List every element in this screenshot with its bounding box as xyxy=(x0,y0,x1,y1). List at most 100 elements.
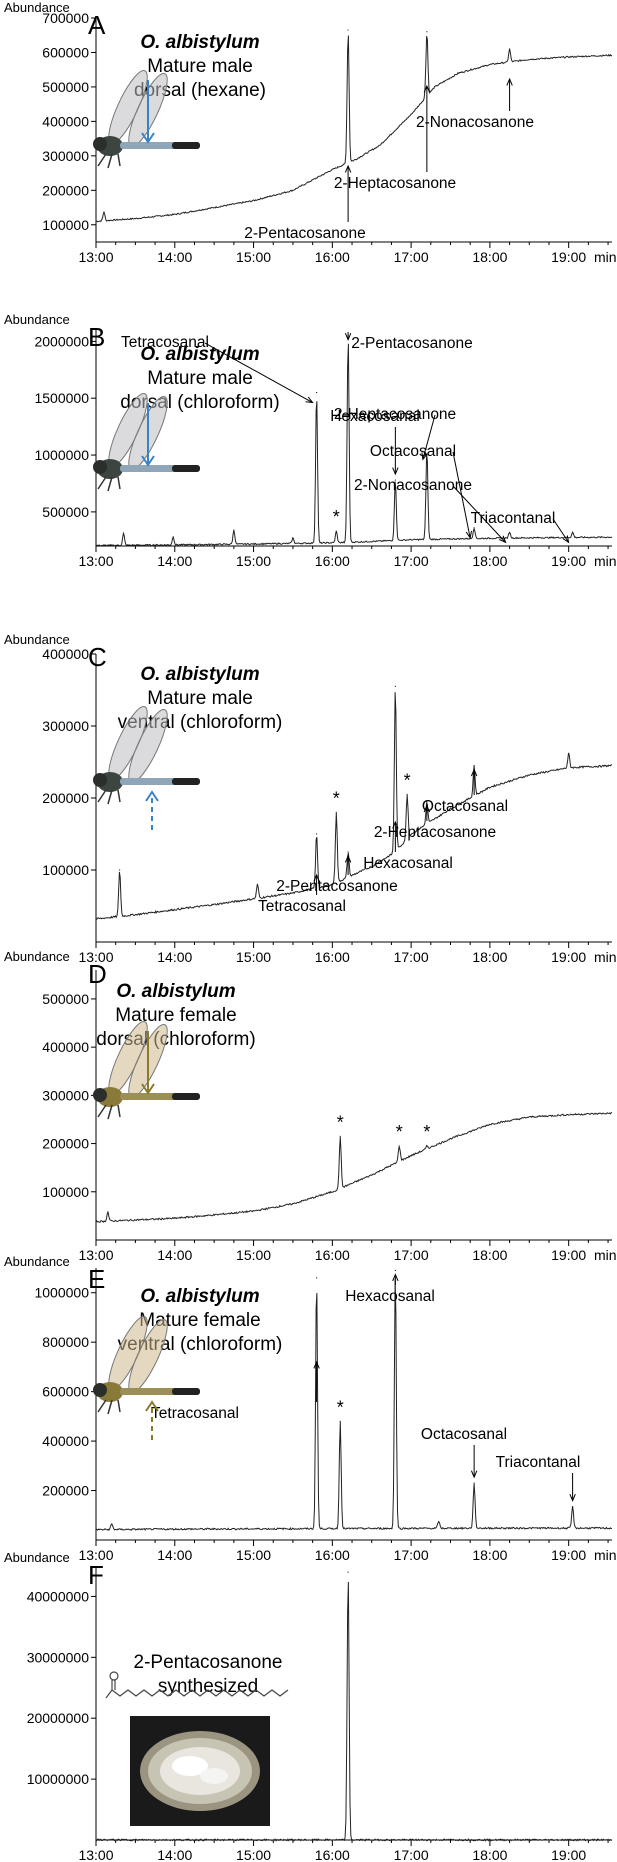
unknown-peak-marker: * xyxy=(337,1397,344,1417)
annotation-arrow xyxy=(552,518,570,543)
x-tick-label: 13:00 xyxy=(78,1547,113,1563)
x-axis-unit: min xyxy=(594,553,617,569)
annotation-arrowhead xyxy=(498,535,507,544)
annotation-arrowhead xyxy=(392,467,399,476)
panel-label: B xyxy=(88,322,105,352)
peak-mark xyxy=(473,1482,475,1484)
x-tick-label: 17:00 xyxy=(394,249,429,265)
peak-mark xyxy=(339,1420,341,1422)
peak-mark xyxy=(473,527,475,529)
panel-label: D xyxy=(88,959,107,989)
y-tick-label: 200000 xyxy=(42,1136,89,1152)
x-tick-label: 13:00 xyxy=(78,1247,113,1263)
panel-label: C xyxy=(88,642,107,672)
x-tick-label: 19:00 xyxy=(551,249,586,265)
unknown-peak-marker: * xyxy=(333,788,340,808)
y-tick-label: 400000 xyxy=(42,646,89,662)
species-name: O. albistylum xyxy=(140,1286,259,1307)
peak-mark xyxy=(508,48,511,50)
peak-mark xyxy=(103,211,105,213)
x-tick-label: 14:00 xyxy=(157,1847,192,1862)
peak-mark xyxy=(426,1145,428,1147)
peak-mark xyxy=(398,1145,400,1147)
peak-mark xyxy=(394,1269,396,1272)
y-axis-label: Abundance xyxy=(4,0,70,15)
unknown-peak-marker: * xyxy=(423,1122,430,1142)
dragonfly-photo-icon xyxy=(93,1316,200,1440)
peak-mark xyxy=(568,752,570,754)
peak-mark xyxy=(572,1506,574,1508)
x-tick-label: 19:00 xyxy=(551,1247,586,1263)
y-tick-label: 300000 xyxy=(42,148,89,164)
y-tick-label: 400000 xyxy=(42,1433,89,1449)
chart-panel-E: Abundance 200000 400000 600000 800000 1000000… xyxy=(4,1254,617,1563)
x-tick-label: 16:00 xyxy=(315,553,350,569)
x-axis-unit: min xyxy=(594,1547,617,1563)
peak-annotation: Triacontanal xyxy=(496,1454,581,1471)
sample-description: Mature male xyxy=(147,56,253,77)
y-tick-label: 100000 xyxy=(42,1184,89,1200)
annotation-arrow xyxy=(204,342,313,403)
peak-annotation: Hexacosanal xyxy=(363,855,453,872)
chromatogram-trace xyxy=(95,692,612,920)
peak-mark xyxy=(315,833,318,835)
species-name: O. albistylum xyxy=(116,981,235,1002)
peak-annotation: Tetracosanal xyxy=(258,898,346,915)
annotation-arrowhead xyxy=(470,1470,478,1479)
annotation-arrowhead xyxy=(423,804,431,813)
x-tick-label: 19:00 xyxy=(551,1547,586,1563)
peak-annotation: 2-Nonacosanone xyxy=(354,477,472,494)
y-tick-label: 1500000 xyxy=(34,390,89,406)
peak-mark xyxy=(315,1277,318,1279)
y-tick-label: 30000000 xyxy=(27,1649,90,1665)
y-tick-label: 1000000 xyxy=(34,1285,89,1301)
x-tick-label: 13:00 xyxy=(78,1847,113,1862)
peak-mark xyxy=(335,530,337,532)
x-tick-label: 17:00 xyxy=(394,553,429,569)
peak-annotation: Triacontanal xyxy=(471,510,556,527)
peak-annotation: Octacosanal xyxy=(421,1426,507,1443)
x-tick-label: 14:00 xyxy=(157,949,192,965)
y-tick-label: 400000 xyxy=(42,1039,89,1055)
peak-mark xyxy=(233,529,235,531)
x-tick-label: 14:00 xyxy=(157,249,192,265)
chromatogram-trace xyxy=(95,343,612,547)
peak-mark xyxy=(347,851,349,853)
species-name: O. albistylum xyxy=(140,664,259,685)
x-tick-label: 16:00 xyxy=(315,249,350,265)
x-tick-label: 14:00 xyxy=(157,1547,192,1563)
peak-annotation: 2-Nonacosanone xyxy=(416,114,534,131)
x-tick-label: 18:00 xyxy=(472,1247,507,1263)
x-tick-label: 15:00 xyxy=(236,1547,271,1563)
x-tick-label: 16:00 xyxy=(315,949,350,965)
peak-mark xyxy=(426,448,428,450)
chromatogram-trace xyxy=(95,1112,613,1224)
x-tick-label: 17:00 xyxy=(394,949,429,965)
y-axis-label: Abundance xyxy=(4,312,70,327)
x-tick-label: 19:00 xyxy=(551,553,586,569)
x-tick-label: 19:00 xyxy=(551,1847,586,1862)
vial-photo-icon xyxy=(130,1716,270,1826)
dragonfly-photo-icon xyxy=(93,70,200,169)
annotation-arrowhead xyxy=(305,396,314,404)
annotation-arrowhead xyxy=(562,535,570,544)
peak-mark xyxy=(426,31,428,33)
annotation-arrowhead xyxy=(506,77,513,86)
annotation-arrow xyxy=(422,414,436,460)
y-axis-label: Abundance xyxy=(4,949,70,964)
peak-annotation: 2-Heptacosanone xyxy=(334,406,456,423)
x-tick-label: 18:00 xyxy=(472,249,507,265)
peak-mark xyxy=(572,531,574,533)
y-tick-label: 100000 xyxy=(42,862,89,878)
unknown-peak-marker: * xyxy=(337,1112,344,1132)
peak-mark xyxy=(292,537,294,539)
annotation-arrow xyxy=(452,485,506,543)
y-axis-label: Abundance xyxy=(4,632,70,647)
annotation-arrowhead xyxy=(470,768,478,777)
y-tick-label: 200000 xyxy=(42,1483,89,1499)
peak-mark xyxy=(438,1520,440,1523)
x-tick-label: 13:00 xyxy=(78,553,113,569)
x-tick-label: 15:00 xyxy=(236,949,271,965)
peak-annotation: 2-Pentacosanone xyxy=(351,335,473,352)
